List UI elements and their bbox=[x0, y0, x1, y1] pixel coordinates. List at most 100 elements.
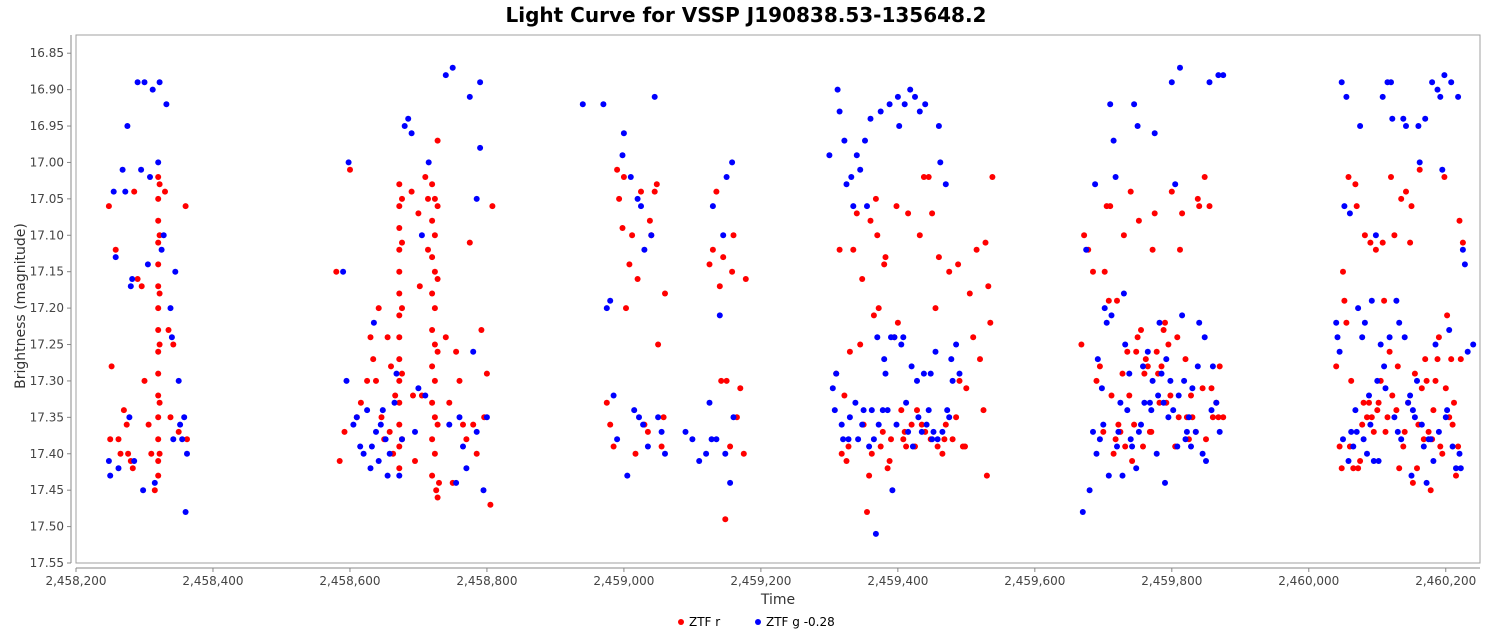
data-point bbox=[1456, 450, 1463, 457]
data-point bbox=[370, 319, 377, 326]
data-point bbox=[1459, 239, 1466, 246]
data-point bbox=[1434, 356, 1441, 363]
data-point bbox=[1168, 79, 1175, 86]
data-point bbox=[845, 436, 852, 443]
data-point bbox=[145, 421, 152, 428]
data-point bbox=[1096, 363, 1103, 370]
data-point bbox=[946, 414, 953, 421]
data-point bbox=[1141, 399, 1148, 406]
data-point bbox=[1423, 377, 1430, 384]
data-point bbox=[1174, 334, 1181, 341]
data-point bbox=[416, 283, 423, 290]
data-point bbox=[610, 443, 617, 450]
data-point bbox=[1112, 436, 1119, 443]
data-point bbox=[1105, 297, 1112, 304]
data-point bbox=[1420, 436, 1427, 443]
y-tick-label: 16.85 bbox=[30, 46, 64, 60]
data-point bbox=[946, 268, 953, 275]
data-point bbox=[1386, 334, 1393, 341]
data-point bbox=[1437, 443, 1444, 450]
data-point bbox=[867, 115, 874, 122]
data-point bbox=[886, 101, 893, 108]
data-point bbox=[1464, 348, 1471, 355]
data-point bbox=[723, 377, 730, 384]
data-point bbox=[1341, 297, 1348, 304]
data-point bbox=[1384, 414, 1391, 421]
data-point bbox=[1453, 465, 1459, 472]
data-point bbox=[939, 450, 946, 457]
data-point bbox=[1427, 436, 1434, 443]
data-point bbox=[1175, 414, 1182, 421]
data-point bbox=[1414, 465, 1420, 472]
data-point bbox=[1372, 246, 1379, 253]
data-point bbox=[1415, 123, 1422, 129]
data-point bbox=[1165, 414, 1172, 421]
data-point bbox=[651, 93, 658, 100]
data-point bbox=[1156, 319, 1163, 326]
data-point bbox=[1177, 246, 1183, 253]
data-point bbox=[1396, 465, 1403, 472]
data-point bbox=[147, 174, 153, 180]
data-point bbox=[634, 195, 641, 202]
data-point bbox=[1418, 385, 1425, 392]
data-point bbox=[846, 414, 853, 421]
data-point bbox=[914, 377, 920, 384]
data-point bbox=[982, 239, 989, 246]
data-point bbox=[1206, 203, 1213, 210]
data-point bbox=[410, 392, 416, 399]
data-point bbox=[1403, 123, 1409, 129]
data-point bbox=[879, 407, 886, 414]
data-point bbox=[434, 276, 441, 282]
data-point bbox=[1108, 312, 1115, 319]
data-point bbox=[364, 407, 371, 414]
data-point bbox=[841, 137, 848, 144]
data-point bbox=[396, 290, 403, 297]
data-point bbox=[1374, 407, 1381, 414]
data-point bbox=[1151, 130, 1158, 137]
data-point bbox=[1398, 195, 1405, 202]
data-point bbox=[1386, 348, 1393, 355]
data-point bbox=[425, 159, 432, 166]
data-point bbox=[1425, 428, 1432, 435]
data-point bbox=[862, 137, 868, 144]
data-point bbox=[850, 203, 857, 210]
data-point bbox=[1422, 356, 1429, 363]
data-point bbox=[399, 305, 405, 312]
data-point bbox=[1388, 79, 1394, 86]
data-point bbox=[1449, 421, 1456, 428]
data-point bbox=[478, 327, 485, 333]
x-tick-label: 2,459,000 bbox=[593, 574, 654, 588]
data-point bbox=[1394, 428, 1401, 435]
data-point bbox=[144, 261, 151, 268]
data-point bbox=[900, 436, 907, 443]
data-point bbox=[1134, 334, 1141, 341]
data-point bbox=[1359, 421, 1366, 428]
data-point bbox=[1345, 174, 1352, 180]
plot-area bbox=[75, 34, 1481, 564]
data-point bbox=[1381, 363, 1388, 370]
data-point bbox=[920, 370, 927, 377]
data-point bbox=[1144, 363, 1151, 370]
data-point bbox=[1199, 450, 1206, 457]
data-point bbox=[108, 363, 115, 370]
data-point bbox=[1105, 472, 1112, 479]
data-point bbox=[1350, 443, 1357, 450]
data-point bbox=[894, 319, 901, 326]
data-point bbox=[1153, 450, 1160, 457]
data-point bbox=[1194, 195, 1201, 202]
data-point bbox=[181, 414, 188, 421]
data-point bbox=[1151, 210, 1158, 217]
data-point bbox=[1366, 392, 1372, 399]
data-point bbox=[607, 421, 614, 428]
data-point bbox=[603, 305, 610, 312]
data-point bbox=[429, 290, 436, 297]
data-point bbox=[1341, 203, 1348, 210]
data-points bbox=[105, 64, 1477, 537]
data-point bbox=[624, 472, 631, 479]
data-point bbox=[1455, 443, 1462, 450]
data-point bbox=[110, 188, 117, 195]
data-point bbox=[653, 181, 660, 188]
data-point bbox=[1142, 356, 1149, 363]
data-point bbox=[392, 392, 399, 399]
legend-item: ZTF r bbox=[678, 615, 720, 629]
